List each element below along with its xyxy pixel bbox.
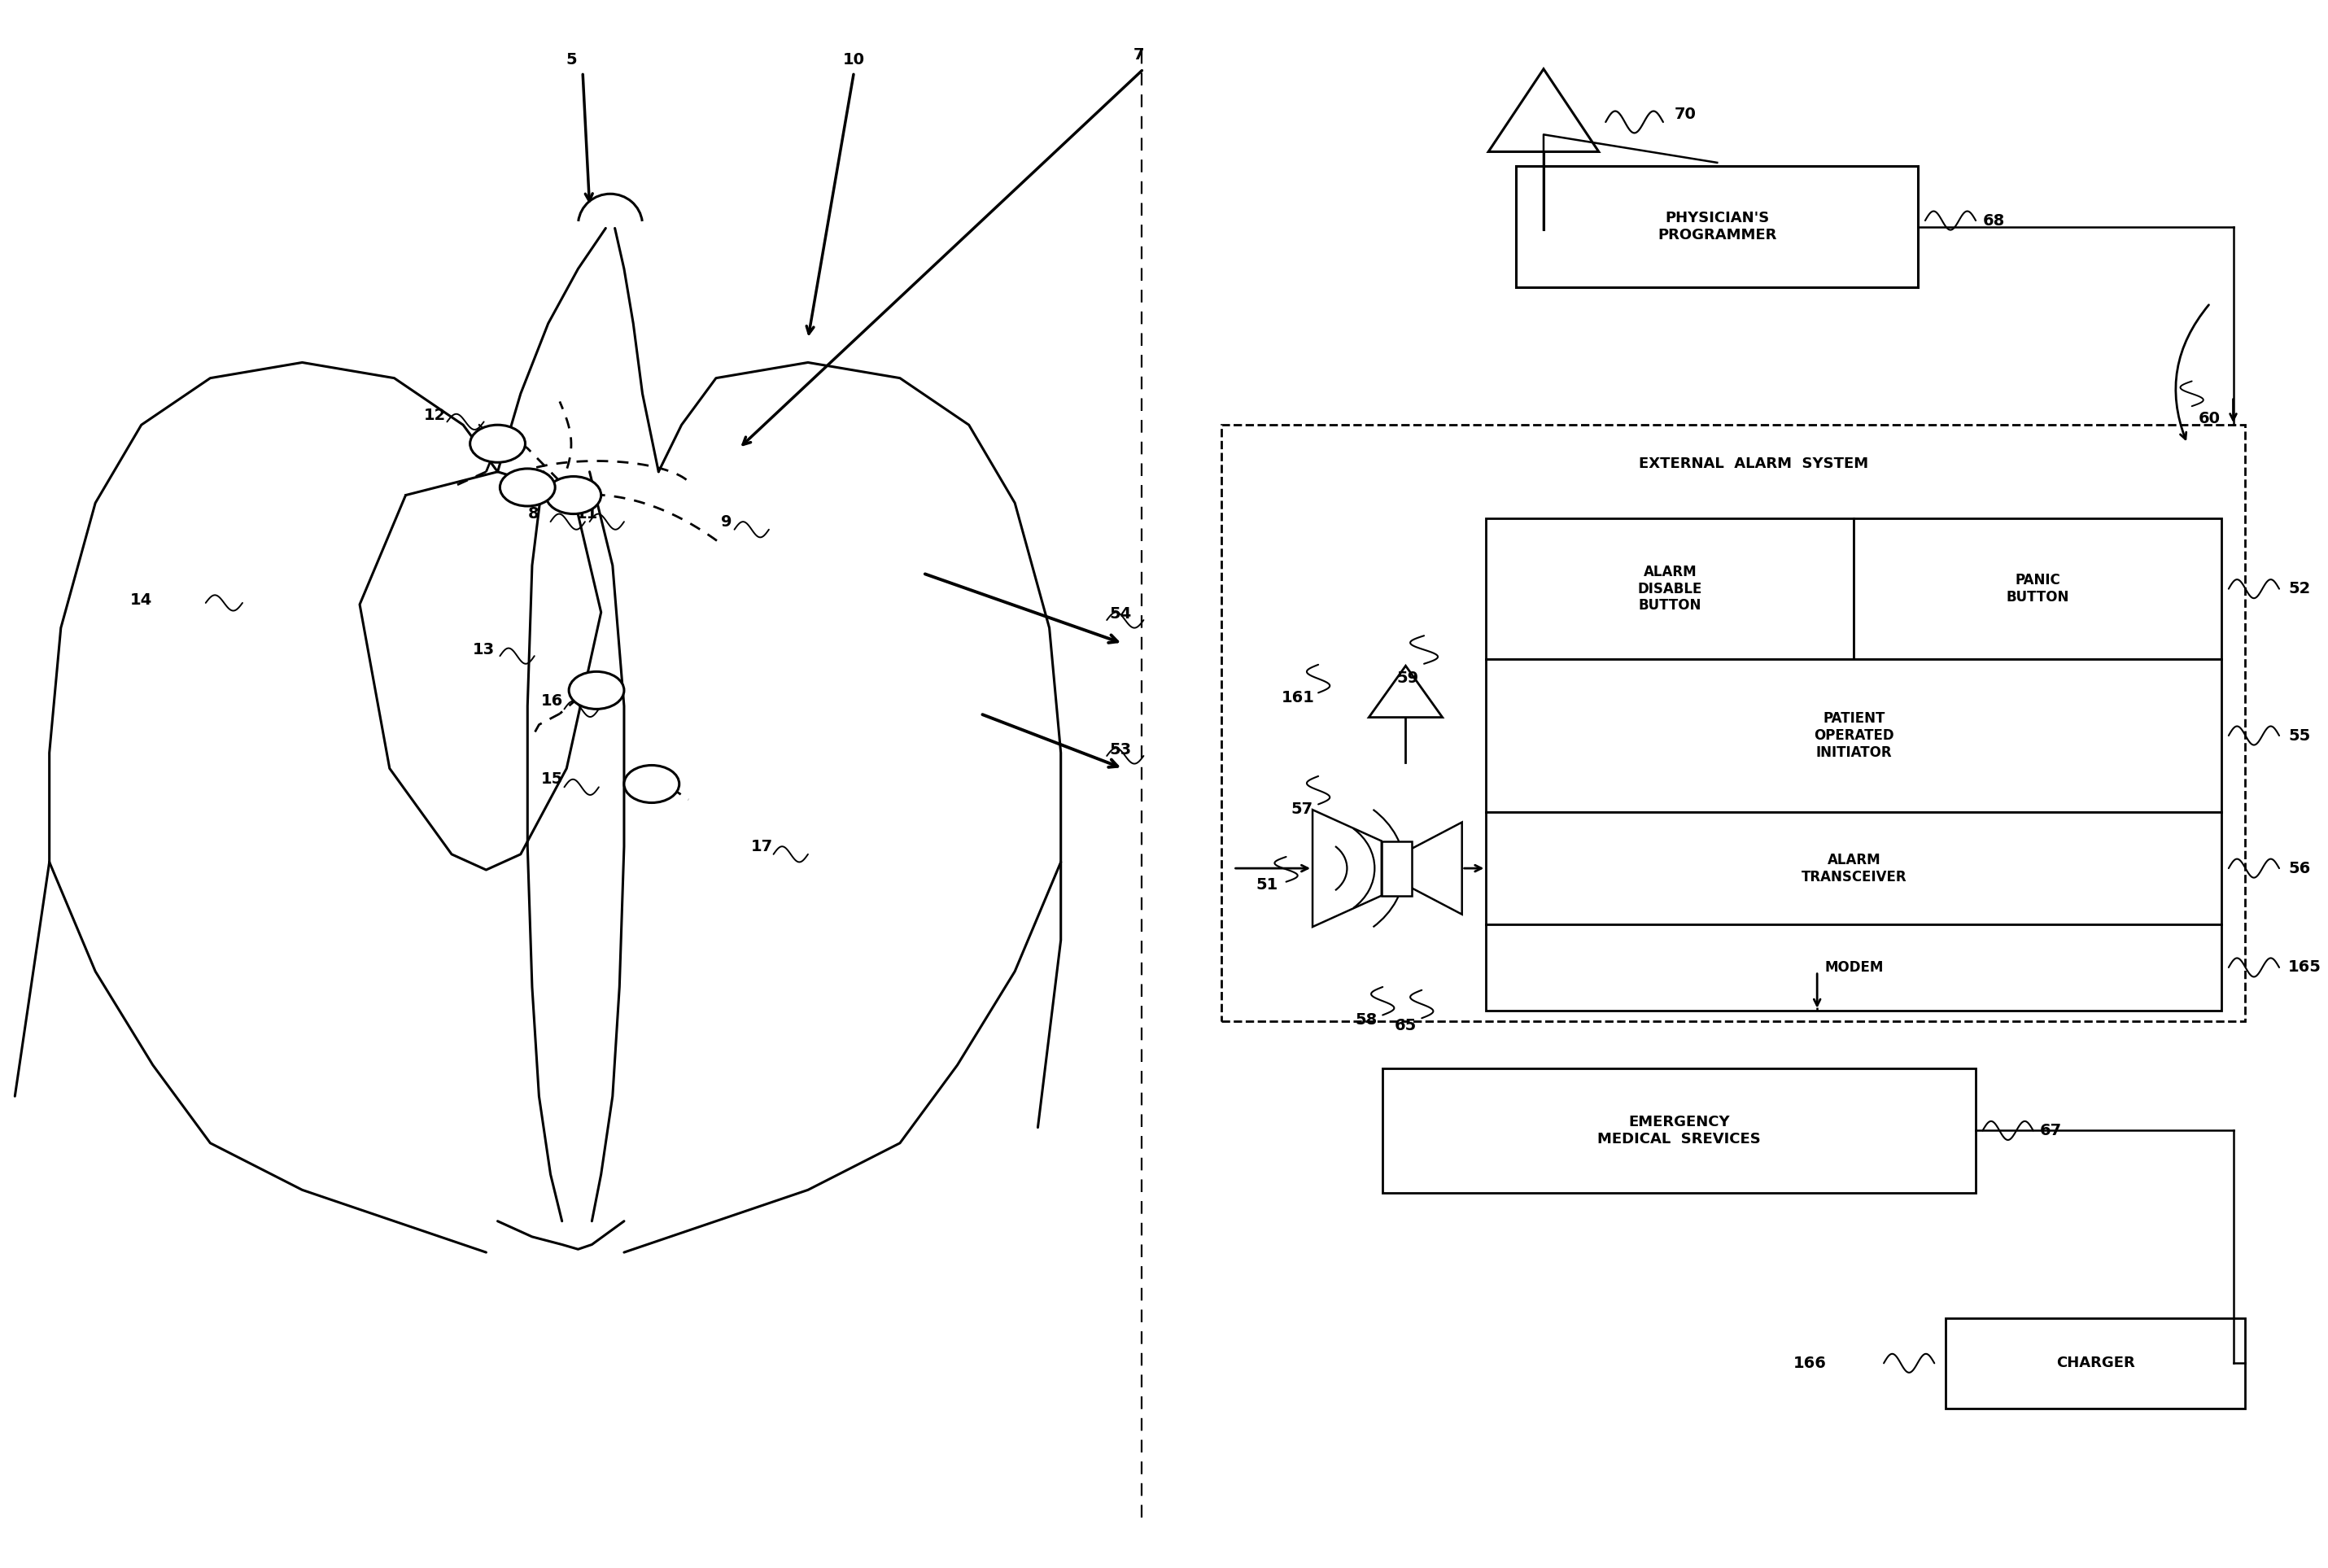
Text: 51: 51 (1257, 878, 1278, 892)
Text: CHARGER: CHARGER (2056, 1356, 2135, 1370)
Text: 14: 14 (130, 593, 151, 607)
Text: 60: 60 (2198, 411, 2221, 426)
Circle shape (624, 765, 680, 803)
Text: 65: 65 (1394, 1018, 1415, 1033)
Text: 11: 11 (575, 506, 598, 522)
Text: PATIENT
OPERATED
INITIATOR: PATIENT OPERATED INITIATOR (1814, 712, 1895, 760)
Bar (1485, 519, 1853, 659)
Text: 53: 53 (1108, 742, 1131, 757)
Text: 54: 54 (1108, 607, 1131, 621)
Bar (1381, 840, 1411, 895)
Text: 10: 10 (843, 52, 866, 67)
Text: ALARM
TRANSCEIVER: ALARM TRANSCEIVER (1802, 853, 1907, 884)
Bar (1946, 1319, 2244, 1408)
Bar (1853, 519, 2221, 659)
Text: 7: 7 (1134, 47, 1145, 63)
Text: 13: 13 (473, 641, 494, 657)
Text: EXTERNAL  ALARM  SYSTEM: EXTERNAL ALARM SYSTEM (1639, 456, 1869, 472)
Text: 5: 5 (566, 52, 577, 67)
Bar (1516, 166, 1918, 287)
Bar (1383, 1068, 1976, 1193)
Circle shape (470, 425, 526, 463)
Text: 161: 161 (1280, 690, 1315, 706)
Bar (1485, 659, 2221, 812)
Text: 67: 67 (2039, 1123, 2063, 1138)
Text: EMERGENCY
MEDICAL  SREVICES: EMERGENCY MEDICAL SREVICES (1597, 1115, 1760, 1146)
Text: 9: 9 (722, 514, 731, 530)
Text: 165: 165 (2288, 960, 2321, 975)
Circle shape (545, 477, 601, 514)
Text: 12: 12 (424, 408, 447, 423)
Circle shape (501, 469, 554, 506)
Text: 16: 16 (542, 693, 563, 709)
Text: 17: 17 (750, 839, 773, 855)
Text: MODEM: MODEM (1825, 960, 1883, 975)
Text: 52: 52 (2288, 582, 2312, 596)
Text: 15: 15 (542, 771, 563, 787)
Text: 68: 68 (1983, 213, 2004, 229)
Circle shape (568, 671, 624, 709)
Text: ALARM
DISABLE
BUTTON: ALARM DISABLE BUTTON (1637, 564, 1702, 613)
Bar (1485, 925, 2221, 1010)
Text: 70: 70 (1674, 107, 1697, 122)
Text: 56: 56 (2288, 861, 2312, 877)
Bar (1222, 425, 2244, 1021)
Text: 55: 55 (2288, 728, 2312, 743)
Text: 58: 58 (1355, 1011, 1378, 1027)
Text: PHYSICIAN'S
PROGRAMMER: PHYSICIAN'S PROGRAMMER (1658, 210, 1776, 243)
Text: PANIC
BUTTON: PANIC BUTTON (2007, 572, 2070, 605)
Text: 166: 166 (1793, 1355, 1827, 1370)
Text: 59: 59 (1397, 670, 1418, 685)
Text: 57: 57 (1290, 801, 1313, 817)
Bar (1485, 812, 2221, 925)
Text: 8: 8 (528, 506, 538, 522)
